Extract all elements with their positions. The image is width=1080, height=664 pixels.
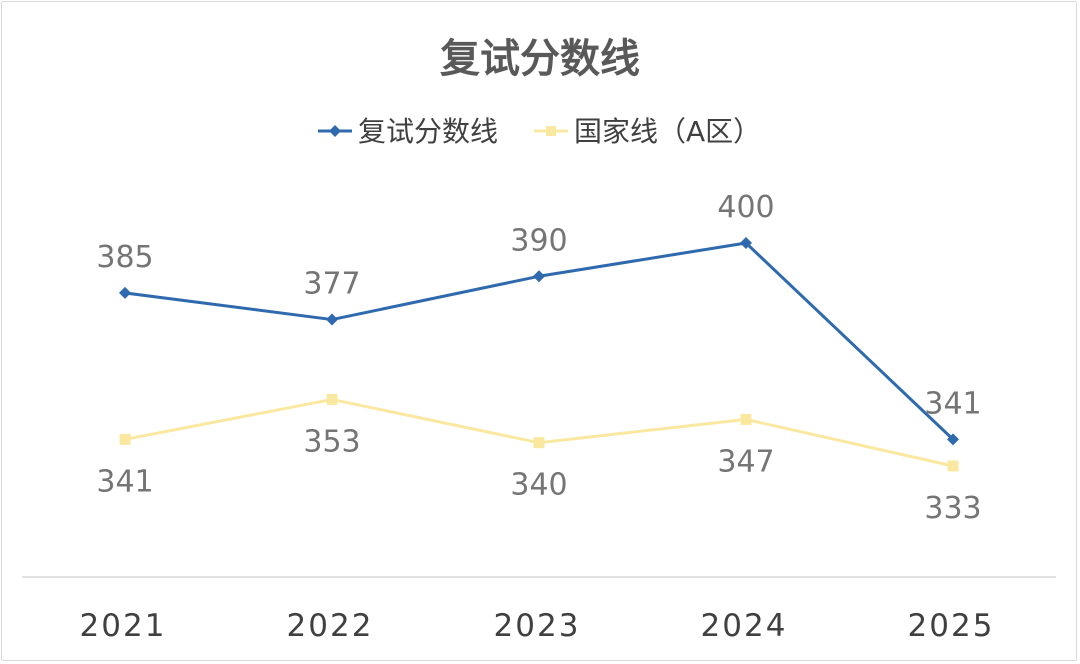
legend-label-series-1: 复试分数线 — [358, 115, 498, 148]
legend: 复试分数线 国家线（A区） — [318, 115, 761, 148]
x-tick-label: 2022 — [287, 608, 374, 644]
data-label-series-2: 347 — [717, 444, 774, 479]
data-point-series-1 — [326, 313, 338, 326]
chart-title: 复试分数线 — [440, 36, 640, 82]
data-label-series-1: 385 — [96, 240, 153, 275]
data-point-series-1 — [947, 433, 959, 446]
legend-marker-series-1 — [329, 125, 341, 137]
data-label-series-1: 390 — [510, 223, 567, 258]
x-tick-label: 2023 — [494, 608, 581, 644]
data-point-series-1 — [533, 270, 545, 283]
data-point-series-2 — [947, 460, 959, 472]
data-label-series-1: 341 — [924, 386, 981, 421]
x-axis-ticks: 2021 2022 2023 2024 2025 — [80, 608, 995, 644]
legend-label-series-2: 国家线（A区） — [574, 115, 761, 148]
data-label-series-2: 340 — [510, 468, 567, 503]
legend-marker-series-2 — [546, 126, 556, 136]
x-tick-label: 2025 — [908, 608, 995, 644]
data-point-series-2 — [533, 437, 545, 449]
data-point-series-2 — [740, 413, 752, 425]
data-point-series-2 — [326, 393, 338, 405]
data-point-series-1 — [740, 237, 752, 249]
data-label-series-2: 333 — [924, 491, 981, 526]
x-tick-label: 2024 — [701, 608, 788, 644]
plot-area: 385 377 390 400 341 341 353 340 347 333 — [96, 190, 981, 526]
data-label-series-1: 377 — [303, 267, 360, 302]
data-label-series-1: 400 — [717, 190, 774, 225]
data-label-series-2: 341 — [96, 464, 153, 499]
data-point-series-1 — [119, 286, 131, 299]
data-point-series-2 — [119, 433, 131, 445]
series-line-2 — [124, 397, 954, 468]
data-label-series-2: 353 — [303, 424, 360, 459]
x-tick-label: 2021 — [80, 608, 167, 644]
